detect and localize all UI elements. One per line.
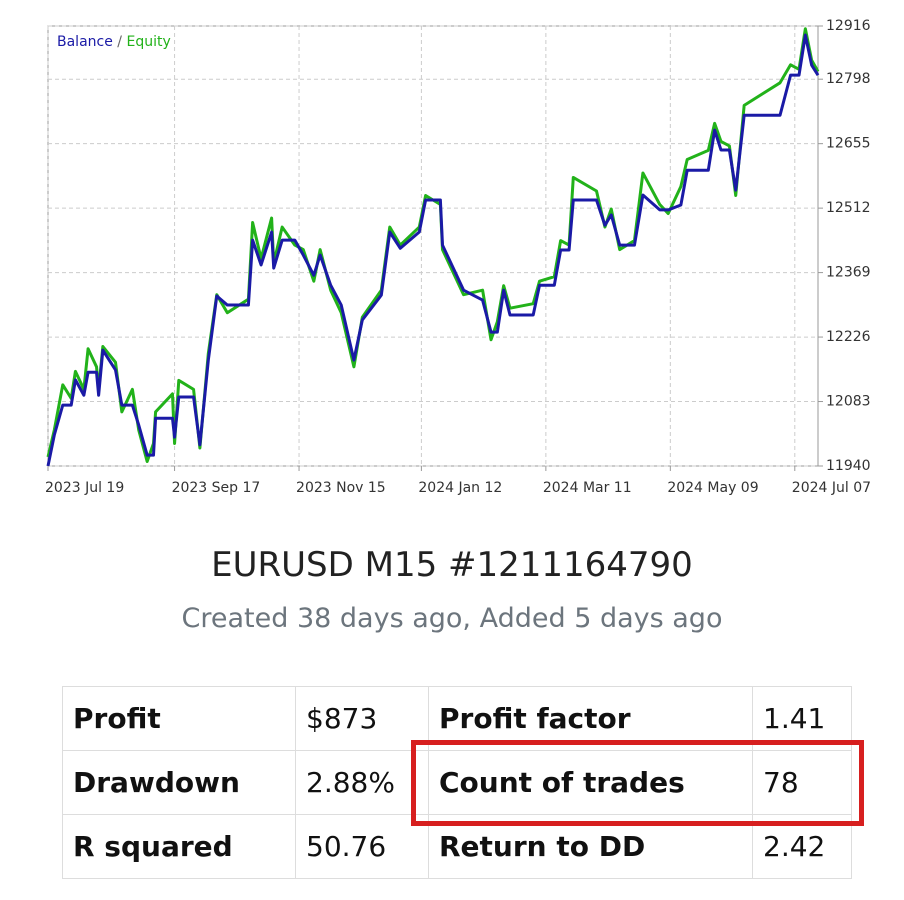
x-tick-label: 2024 May 09 (667, 480, 758, 496)
y-tick-label: 12369 (826, 265, 871, 281)
x-tick-label: 2023 Jul 19 (45, 480, 124, 496)
y-tick-label: 12655 (826, 136, 871, 152)
legend: Balance / Equity (57, 34, 171, 50)
cell: 50.76 (295, 814, 429, 879)
cell: $873 (295, 686, 429, 751)
y-tick-label: 12083 (826, 394, 871, 410)
cell: 2.88% (295, 750, 429, 815)
y-tick-label: 11940 (826, 458, 871, 474)
subtitle: Created 38 days ago, Added 5 days ago (181, 603, 723, 634)
y-tick-label: 12798 (826, 71, 871, 87)
legend-entry: Balance (57, 34, 113, 50)
chart: 11940 12083 12226 12369 12512 12655 12798 12916… (45, 18, 871, 496)
cell: 78 (752, 750, 852, 815)
x-tick-label: 2024 Jul 07 (792, 480, 871, 496)
stats-table: Profit $873 Profit factor 1.41 Drawdown 2.88… (62, 686, 852, 879)
y-tick-label: 12916 (826, 18, 871, 34)
x-tick-label: 2024 Mar 11 (543, 480, 632, 496)
cell: Drawdown (62, 750, 296, 815)
highlight-box (411, 740, 864, 826)
x-tick-label: 2023 Nov 15 (296, 480, 386, 496)
y-tick-label: 12226 (826, 329, 871, 345)
cell: R squared (62, 814, 296, 879)
legend-separator: / (117, 34, 122, 50)
title: EURUSD M15 #1211164790 (211, 545, 693, 585)
plot-area (47, 25, 819, 467)
cell: Profit (62, 686, 296, 751)
x-tick-label: 2024 Jan 12 (418, 480, 502, 496)
y-tick-label: 12512 (826, 200, 871, 216)
cell: Count of trades (428, 750, 753, 815)
x-tick-label: 2023 Sep 17 (172, 480, 261, 496)
legend-entry: Equity (126, 34, 170, 50)
series-line (46, 33, 820, 467)
